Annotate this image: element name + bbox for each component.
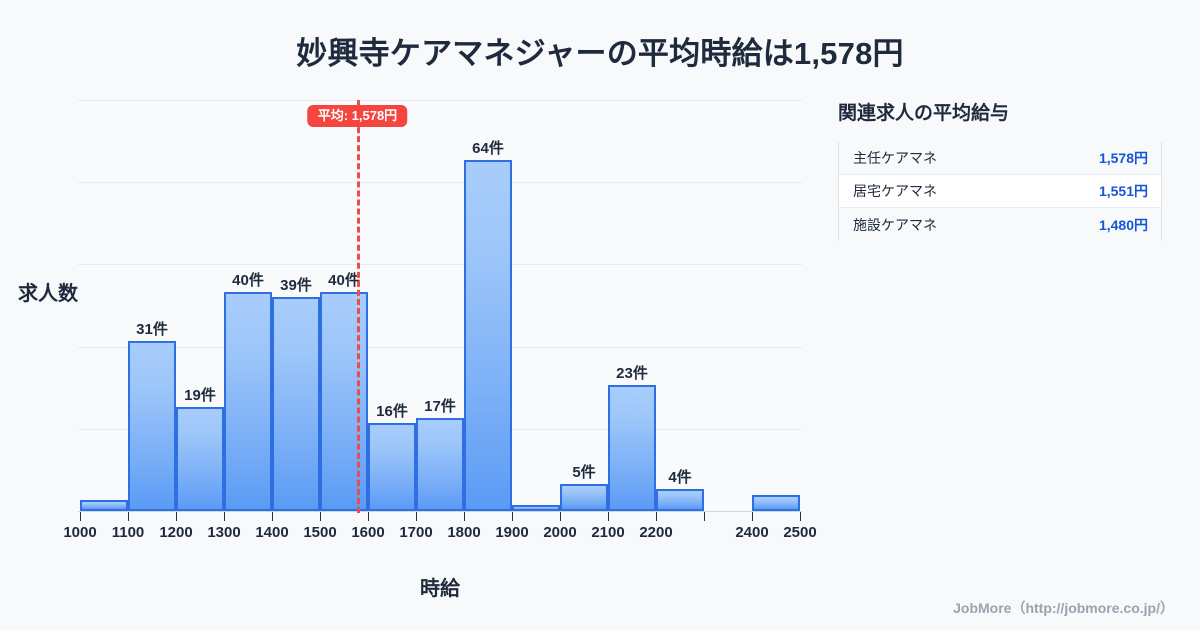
x-axis-tick-label: 2200 (639, 524, 673, 541)
gridline (78, 100, 802, 101)
x-axis-tick (608, 512, 609, 521)
related-salary-value: 1,480円 (1098, 216, 1148, 233)
histogram-bar (368, 423, 416, 511)
histogram-bar (608, 384, 656, 511)
gridline (78, 264, 802, 266)
bar-value-label: 17件 (424, 397, 456, 415)
histogram-bar (80, 500, 128, 511)
bar-value-label: 4件 (668, 469, 692, 487)
average-line (357, 100, 361, 513)
related-salary-row: 施設ケアマネ 1,480円 (839, 208, 1161, 241)
x-axis-tick (560, 512, 561, 521)
histogram-bar (464, 160, 512, 511)
x-axis-tick-label: 1900 (495, 524, 529, 541)
bar-value-label: 19件 (184, 386, 216, 404)
related-salary-row: 主任ケアマネ 1,578円 (839, 142, 1161, 175)
x-axis-tick-label: 1600 (351, 524, 385, 541)
x-axis-tick (80, 512, 81, 521)
x-axis-line (78, 511, 802, 512)
bar-value-label: 16件 (376, 403, 408, 421)
x-axis-tick-label: 1700 (399, 524, 433, 541)
x-axis-tick-label: 1100 (111, 524, 145, 541)
histogram-bar (416, 417, 464, 511)
related-salary-panel: 関連求人の平均給与 主任ケアマネ 1,578円居宅ケアマネ 1,551円施設ケアマネ… (838, 98, 1168, 241)
footer-credit: JobMore（http://jobmore.co.jp/） (953, 600, 1174, 616)
histogram-bar (176, 406, 224, 511)
bar-value-label: 40件 (328, 271, 360, 289)
x-axis-tick-label: 2400 (735, 524, 769, 541)
histogram-bar (128, 341, 176, 511)
histogram-bar (656, 489, 704, 511)
bar-value-label: 64件 (472, 140, 504, 158)
related-salary-label: 居宅ケアマネ (853, 183, 937, 199)
gridline (78, 346, 802, 348)
histogram-bar (512, 505, 560, 511)
x-axis-tick (512, 512, 513, 521)
bar-value-label: 31件 (136, 321, 168, 339)
x-axis-tick (656, 512, 657, 521)
x-axis-tick (368, 512, 369, 521)
related-salary-value: 1,551円 (1098, 183, 1148, 199)
x-axis-tick-label: 2000 (543, 524, 577, 541)
x-axis-tick-label: 2500 (783, 524, 817, 541)
x-axis-tick-label: 2100 (591, 524, 625, 541)
x-axis-tick (128, 512, 129, 521)
related-salary-label: 施設ケアマネ (853, 216, 937, 233)
histogram-chart: 31件 19件 40件 39件 40件 16件 17件 64件 5件 23件 4件 1000 1100… (18, 100, 817, 600)
average-badge: 平均: 1,578円 (307, 105, 408, 127)
x-axis-tick-label: 1000 (63, 524, 97, 541)
bar-value-label: 39件 (280, 277, 312, 295)
x-axis-tick (800, 512, 801, 521)
related-salary-row: 居宅ケアマネ 1,551円 (839, 175, 1161, 208)
y-axis-title: 求人数 (18, 283, 78, 305)
x-axis-tick (752, 512, 753, 521)
page-title: 妙興寺ケアマネジャーの平均時給は1,578円 (296, 36, 904, 71)
x-axis-tick (224, 512, 225, 521)
gridline (78, 182, 802, 184)
x-axis-tick-label: 1800 (447, 524, 481, 541)
histogram-bar (224, 291, 272, 511)
bar-value-label: 40件 (232, 271, 264, 289)
related-salary-table: 主任ケアマネ 1,578円居宅ケアマネ 1,551円施設ケアマネ 1,480円 (838, 142, 1162, 241)
x-axis-tick (272, 512, 273, 521)
histogram-bar (752, 494, 800, 511)
related-salary-label: 主任ケアマネ (853, 150, 937, 166)
x-axis-tick (320, 512, 321, 521)
x-axis-tick (416, 512, 417, 521)
x-axis-tick (704, 512, 705, 521)
bar-value-label: 23件 (616, 364, 648, 382)
bar-value-label: 5件 (572, 463, 596, 481)
x-axis-tick (176, 512, 177, 521)
x-axis-title: 時給 (420, 578, 460, 600)
related-salary-heading: 関連求人の平均給与 (838, 103, 1010, 124)
x-axis-tick-label: 1400 (255, 524, 289, 541)
histogram-bar (560, 483, 608, 511)
x-axis-tick-label: 1300 (207, 524, 241, 541)
x-axis-tick (464, 512, 465, 521)
plot-area (78, 100, 802, 512)
histogram-bar (272, 297, 320, 511)
x-axis-tick-label: 1500 (303, 524, 337, 541)
related-salary-value: 1,578円 (1098, 150, 1148, 166)
x-axis-tick-label: 1200 (159, 524, 193, 541)
